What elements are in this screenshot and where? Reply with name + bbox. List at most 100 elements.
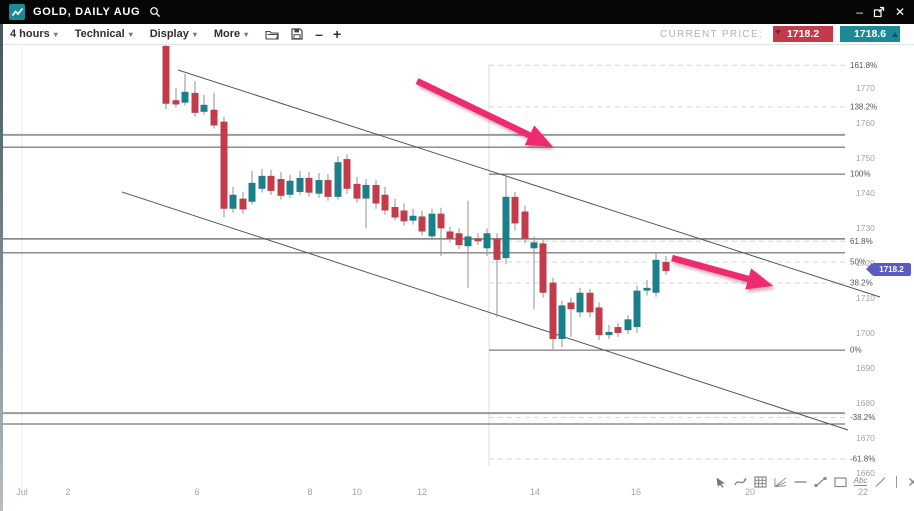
pointer-tool-icon[interactable] xyxy=(714,475,727,488)
grid-tool-icon[interactable] xyxy=(754,475,767,488)
svg-text:1710: 1710 xyxy=(856,293,875,303)
trendline-tool-icon[interactable] xyxy=(814,475,827,488)
svg-text:14: 14 xyxy=(530,487,540,497)
candle xyxy=(248,170,256,205)
svg-text:10: 10 xyxy=(352,487,362,497)
fib-level-label: -38.2% xyxy=(850,413,875,422)
fib-level-label: -61.8% xyxy=(850,455,875,464)
fan-lines-tool-icon[interactable] xyxy=(774,475,787,488)
candle xyxy=(521,205,529,244)
candle xyxy=(229,186,237,213)
candle xyxy=(324,174,332,201)
candle xyxy=(391,198,399,221)
svg-text:1740: 1740 xyxy=(856,188,875,198)
chevron-down-icon: ▾ xyxy=(192,29,197,39)
candle xyxy=(409,208,417,225)
candle xyxy=(277,172,285,200)
svg-text:8: 8 xyxy=(307,487,312,497)
candle xyxy=(315,173,323,198)
horizontal-line-tool-icon[interactable] xyxy=(794,475,807,488)
candle xyxy=(191,81,199,117)
candle xyxy=(614,323,622,337)
candle xyxy=(181,74,189,106)
candle xyxy=(605,324,613,339)
chart-area[interactable]: 161.8% 138.2% 100% 61.8% 50% 38.2% 0% -38.2% -61… xyxy=(0,45,914,511)
candle xyxy=(633,285,641,333)
svg-text:1700: 1700 xyxy=(856,328,875,338)
date-axis-labels: Jul 2 6 8 10 12 14 16 20 22 xyxy=(16,487,868,497)
candle xyxy=(652,252,660,297)
open-folder-icon[interactable] xyxy=(265,29,279,40)
fib-level-label: 138.2% xyxy=(850,102,877,111)
candle xyxy=(172,88,180,108)
zoom-in-button[interactable]: + xyxy=(332,26,342,42)
annotation-arrows[interactable] xyxy=(415,78,774,290)
chevron-down-icon: ▾ xyxy=(128,29,133,39)
candle xyxy=(455,228,463,249)
candle xyxy=(502,174,510,265)
chart-toolbar: 4 hours ▾ Technical ▾ Display ▾ More ▾ xyxy=(0,24,914,45)
candle xyxy=(576,287,584,318)
candle xyxy=(643,279,651,296)
candle xyxy=(400,203,408,226)
candle xyxy=(595,302,603,340)
fib-level-label: 0% xyxy=(850,346,862,355)
popout-button[interactable] xyxy=(873,6,885,18)
window-edge-artifact xyxy=(0,24,3,511)
candle xyxy=(428,208,436,241)
technical-dropdown[interactable]: Technical ▾ xyxy=(74,28,133,40)
candle xyxy=(353,176,361,203)
window-title: GOLD, DAILY AUG xyxy=(33,6,141,18)
zoom-out-button[interactable]: – xyxy=(315,26,323,42)
trendlines[interactable] xyxy=(121,69,881,431)
more-dropdown[interactable]: More ▾ xyxy=(213,28,249,40)
svg-text:1670: 1670 xyxy=(856,433,875,443)
candle xyxy=(305,172,313,197)
close-button[interactable]: ✕ xyxy=(894,5,905,19)
svg-text:1690: 1690 xyxy=(856,363,875,373)
current-price-tag: 1718.2 xyxy=(866,262,911,276)
price-axis-labels: 1770 1760 1750 1740 1730 1720 1710 1700 1690 1680… xyxy=(856,83,875,478)
candle xyxy=(258,168,266,193)
rectangle-tool-icon[interactable] xyxy=(834,475,847,488)
delete-drawing-icon[interactable] xyxy=(906,475,914,488)
fib-level-label: 61.8% xyxy=(850,237,873,246)
svg-text:1760: 1760 xyxy=(856,118,875,128)
candle xyxy=(381,186,389,215)
candle xyxy=(493,233,501,318)
candle xyxy=(567,297,575,337)
chevron-down-icon: ▾ xyxy=(53,29,58,39)
chevron-down-icon: ▾ xyxy=(244,29,249,39)
ask-price-badge[interactable]: 1718.6 xyxy=(840,26,900,42)
candle xyxy=(558,300,566,347)
toolbar-separator xyxy=(896,475,897,488)
svg-text:20: 20 xyxy=(745,487,755,497)
candle xyxy=(418,210,426,236)
search-icon[interactable] xyxy=(149,6,161,18)
fibonacci-retracement[interactable]: 161.8% 138.2% 100% 61.8% 50% 38.2% 0% -38.2% -61… xyxy=(488,61,877,466)
support-resistance-lines[interactable] xyxy=(0,133,845,425)
candle xyxy=(530,236,538,310)
text-tool-icon[interactable]: Abc xyxy=(853,475,868,487)
candle xyxy=(220,116,228,218)
minimize-button[interactable]: – xyxy=(856,5,863,19)
candle xyxy=(334,156,342,200)
svg-text:Jul: Jul xyxy=(16,487,28,497)
candle xyxy=(372,180,380,209)
chart-svg[interactable]: 161.8% 138.2% 100% 61.8% 50% 38.2% 0% -38.2% -61… xyxy=(0,45,914,511)
candle xyxy=(511,191,519,231)
curve-tool-icon[interactable] xyxy=(734,475,747,488)
svg-text:1660: 1660 xyxy=(856,468,875,478)
candle xyxy=(662,256,670,275)
bid-price-badge[interactable]: 1718.2 xyxy=(773,26,833,42)
ray-tool-icon[interactable] xyxy=(874,475,887,488)
candle xyxy=(437,207,445,256)
candle xyxy=(210,92,218,129)
candle xyxy=(286,174,294,198)
title-bar: GOLD, DAILY AUG – ✕ xyxy=(0,0,914,24)
display-dropdown[interactable]: Display ▾ xyxy=(149,28,197,40)
fib-level-label: 38.2% xyxy=(850,278,873,287)
save-icon[interactable] xyxy=(291,28,303,40)
candle xyxy=(162,45,170,109)
timeframe-dropdown[interactable]: 4 hours ▾ xyxy=(10,28,58,40)
